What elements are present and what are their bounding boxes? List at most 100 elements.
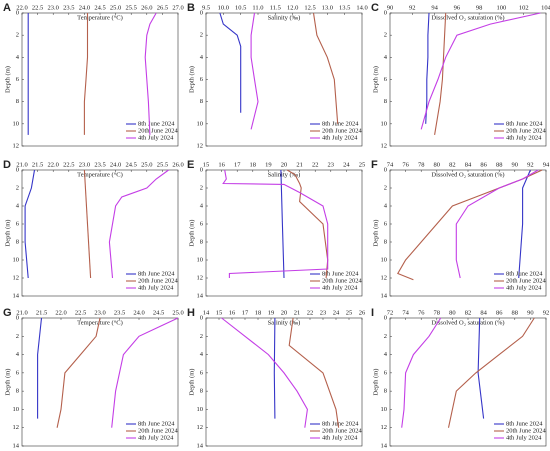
x-tick-label: 16 (218, 161, 225, 168)
x-axis-label: Temperature (°C) (77, 319, 123, 326)
y-tick-label: 6 (384, 76, 388, 83)
y-tick-label: 12 (13, 142, 20, 149)
x-tick-label: 11.0 (252, 4, 263, 11)
x-tick-label: 15 (216, 309, 223, 316)
y-tick-label: 8 (384, 98, 387, 105)
x-tick-label: 19 (265, 161, 272, 168)
x-tick-label: 92 (409, 4, 416, 11)
y-tick-label: 2 (200, 184, 203, 191)
legend-label: 8th June 2024 (138, 270, 175, 277)
y-tick-label: 8 (16, 238, 19, 245)
y-tick-label: 14 (13, 442, 20, 449)
y-tick-label: 0 (200, 166, 203, 173)
y-tick-label: 14 (197, 442, 204, 449)
legend-label: 8th June 2024 (506, 420, 543, 427)
x-tick-label: 17 (234, 161, 241, 168)
y-axis-label: Depth (m) (4, 66, 11, 93)
y-tick-label: 6 (200, 220, 204, 227)
y-tick-label: 8 (200, 388, 203, 395)
y-tick-label: 10 (381, 120, 388, 127)
x-tick-label: 9.5 (202, 4, 210, 11)
y-tick-label: 12 (197, 424, 204, 431)
x-tick-label: 24 (333, 309, 340, 316)
x-tick-label: 25.0 (141, 161, 152, 168)
x-tick-label: 25.5 (126, 4, 137, 11)
x-tick-label: 23.5 (63, 4, 74, 11)
y-tick-label: 12 (13, 424, 20, 431)
x-tick-label: 13.0 (322, 4, 333, 11)
x-axis-label: Salinity (‰) (268, 171, 301, 178)
y-tick-label: 12 (381, 424, 388, 431)
x-tick-label: 22.0 (16, 4, 27, 11)
x-tick-label: 88 (512, 309, 519, 316)
x-tick-label: 98 (476, 4, 483, 11)
x-tick-label: 26.0 (141, 4, 152, 11)
x-tick-label: 27.0 (172, 4, 183, 11)
x-tick-label: 14.0 (356, 4, 367, 11)
legend-label: 20th June 2024 (322, 277, 362, 284)
profile-line (37, 317, 43, 419)
x-tick-label: 90 (387, 4, 394, 11)
y-tick-label: 2 (16, 333, 19, 340)
y-tick-label: 12 (13, 274, 20, 281)
y-tick-label: 2 (16, 184, 19, 191)
legend-label: 8th June 2024 (138, 420, 175, 427)
profile-line (111, 317, 179, 428)
profile-line (144, 12, 157, 135)
x-tick-label: 21 (296, 161, 303, 168)
y-tick-label: 6 (200, 76, 204, 83)
x-axis-label: Temperature (°C) (77, 14, 123, 21)
y-tick-label: 14 (381, 442, 388, 449)
legend-label: 8th June 2024 (322, 120, 359, 127)
legend-label: 20th June 2024 (506, 277, 546, 284)
y-tick-label: 6 (16, 369, 20, 376)
y-axis-label: Depth (m) (4, 220, 11, 247)
x-tick-label: 23 (320, 309, 327, 316)
x-tick-label: 14 (203, 309, 210, 316)
profile-line (219, 12, 242, 113)
x-tick-label: 80 (434, 161, 441, 168)
y-tick-label: 0 (16, 314, 19, 321)
legend-label: 20th June 2024 (506, 127, 546, 134)
y-tick-label: 6 (384, 220, 388, 227)
x-tick-label: 96 (454, 4, 461, 11)
profile-line (401, 317, 442, 428)
y-tick-label: 8 (384, 238, 387, 245)
x-tick-label: 16 (229, 309, 236, 316)
y-tick-label: 2 (384, 184, 387, 191)
y-tick-label: 0 (384, 9, 387, 16)
x-tick-label: 94 (431, 4, 438, 11)
x-axis-label: Salinity (‰) (268, 14, 301, 21)
y-tick-label: 10 (197, 120, 204, 127)
y-tick-label: 2 (384, 333, 387, 340)
y-tick-label: 6 (384, 369, 388, 376)
y-tick-label: 0 (384, 314, 387, 321)
y-tick-label: 10 (381, 406, 388, 413)
x-tick-label: 21.5 (36, 309, 47, 316)
legend-label: 4th July 2024 (322, 134, 358, 141)
legend-label: 20th June 2024 (138, 427, 178, 434)
x-tick-label: 104 (541, 4, 550, 11)
x-tick-label: 10.0 (218, 4, 229, 11)
y-tick-label: 6 (200, 369, 204, 376)
y-tick-label: 2 (16, 32, 19, 39)
x-tick-label: 23.5 (94, 161, 105, 168)
profile-line (288, 317, 340, 428)
x-tick-label: 80 (449, 309, 456, 316)
legend-label: 8th June 2024 (138, 120, 175, 127)
x-tick-label: 25 (346, 309, 353, 316)
x-tick-label: 18 (255, 309, 262, 316)
x-tick-label: 84 (465, 161, 472, 168)
y-tick-label: 4 (384, 54, 388, 61)
x-tick-label: 92 (527, 161, 534, 168)
x-tick-label: 18 (250, 161, 257, 168)
x-tick-label: 17 (242, 309, 249, 316)
x-tick-label: 22.5 (32, 4, 43, 11)
legend-label: 20th June 2024 (322, 127, 362, 134)
panel-label: A (3, 2, 11, 14)
x-tick-label: 92 (543, 309, 550, 316)
profile-line (425, 12, 430, 124)
y-tick-label: 0 (384, 166, 387, 173)
x-tick-label: 23.0 (48, 4, 59, 11)
x-tick-label: 24.0 (133, 309, 144, 316)
